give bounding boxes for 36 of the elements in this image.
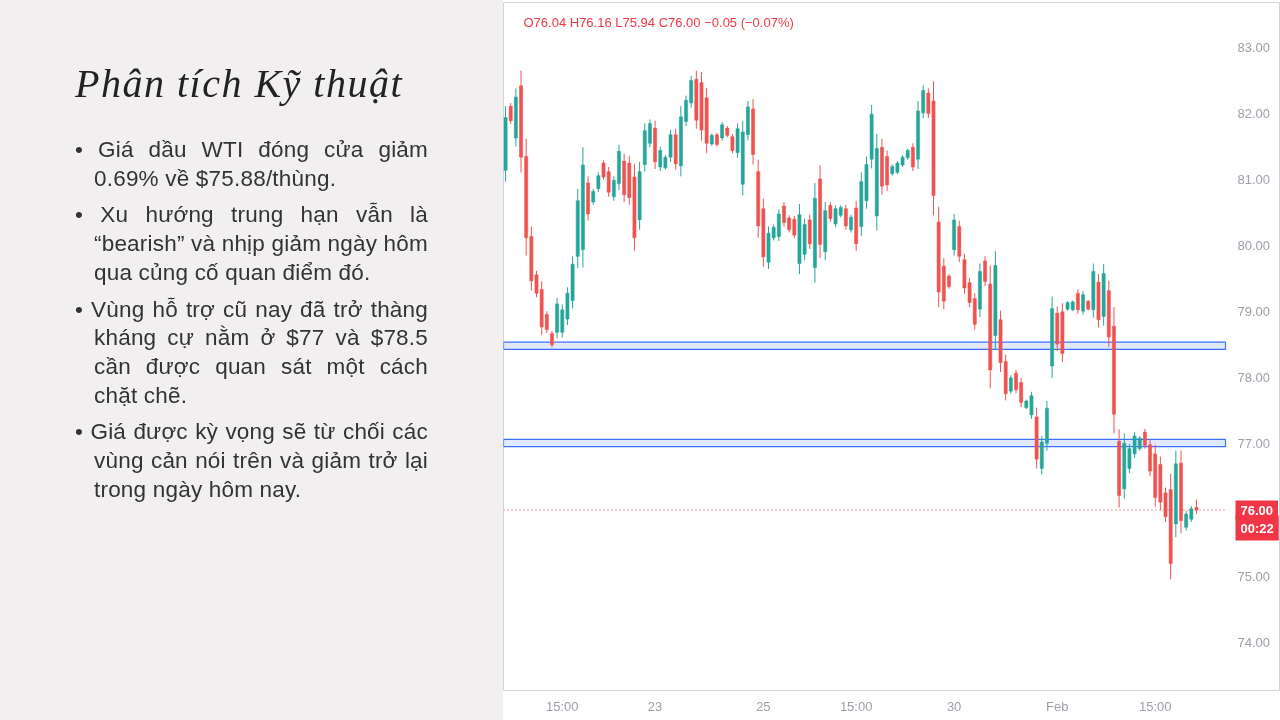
candlestick: [983, 255, 987, 287]
y-tick-label: 81.00: [1237, 172, 1271, 188]
text: • Vùng hỗ trợ cũ nay đã trở thàng kháng cự nằm ở $77 và $78.5 cần được quan sát một cách chặt chẽ.: [75, 295, 428, 410]
text: • Giá được kỳ vọng sẽ từ chối các vùng cản nói trên và giảm trở lại trong ngày hôm nay.: [75, 418, 428, 504]
candlestick: [508, 102, 513, 125]
annotation: O76.04 H76.16 L75.94 C76.00 −0.05 (−0.07%): [523, 14, 794, 30]
candlestick: [844, 204, 848, 231]
ref-line-label: 76.00: [1240, 502, 1274, 518]
text: Phân tích Kỹ thuật: [75, 60, 405, 108]
candlestick: [807, 214, 812, 250]
y-tick-label: 79.00: [1237, 304, 1271, 320]
x-tick-label: 23: [647, 698, 663, 714]
y-tick-label: 78.00: [1237, 370, 1271, 386]
y-tick-label: 74.00: [1237, 634, 1271, 650]
y-tick-label: 77.00: [1237, 436, 1271, 452]
x-tick-label: 30: [946, 698, 962, 714]
candlestick: [1009, 374, 1013, 395]
y-tick-label: 75.00: [1237, 568, 1271, 584]
y-tick-label: 83.00: [1237, 39, 1271, 55]
x-tick-label: Feb: [1046, 698, 1069, 714]
y-tick-label: 82.00: [1237, 106, 1271, 122]
candlestick: [730, 133, 735, 154]
x-tick-label: 15:00: [1138, 698, 1172, 714]
x-tick-label: 15:00: [839, 698, 873, 714]
candlestick: [1081, 290, 1085, 315]
text: • Giá dầu WTI đóng cửa giảm 0.69% về $75.88/thùng.: [75, 136, 428, 193]
candlestick: [720, 121, 724, 142]
text: 00:22: [1240, 520, 1274, 536]
candlestick: [911, 142, 915, 172]
candlestick: [596, 171, 601, 193]
y-tick-label: 80.00: [1237, 238, 1271, 254]
candlestick: [828, 201, 833, 223]
x-tick-label: 15:00: [546, 698, 579, 714]
candlestick: [1076, 288, 1080, 315]
text: • Xu hướng trung hạn vẫn là “bearish” và nhịp giảm ngày hôm qua củng cố quan điểm đó.: [75, 201, 428, 287]
x-tick-label: 25: [756, 698, 771, 714]
